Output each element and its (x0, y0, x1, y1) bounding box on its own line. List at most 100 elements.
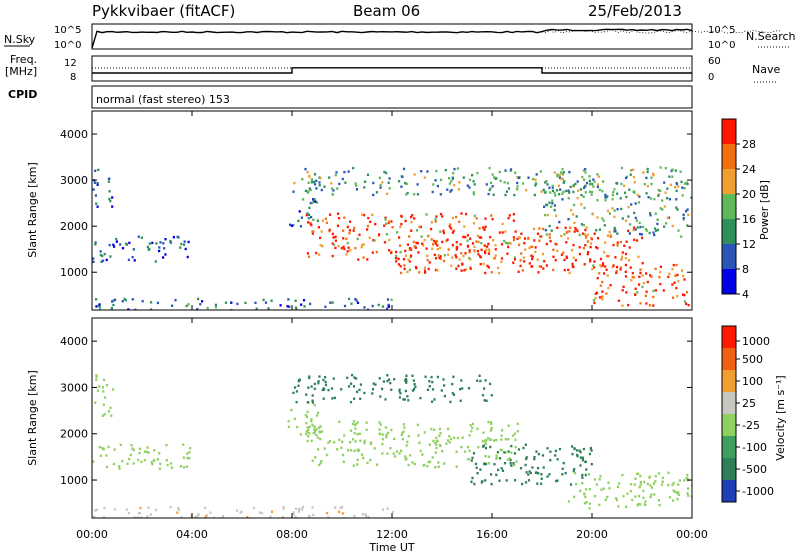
range-gate-cell (341, 453, 345, 457)
range-gate-cell (513, 452, 517, 455)
range-gate-cell (316, 411, 320, 414)
range-gate-cell (115, 237, 118, 241)
range-gate-cell (333, 396, 336, 400)
range-gate-cell (448, 177, 451, 180)
range-gate-cell (620, 258, 623, 261)
range-gate-cell (138, 447, 142, 451)
range-gate-cell (413, 193, 416, 196)
range-gate-cell (434, 451, 437, 454)
range-gate-cell (132, 448, 135, 452)
range-gate-cell (686, 224, 689, 227)
range-gate-cell (317, 226, 320, 229)
range-gate-cell (649, 495, 652, 499)
range-gate-cell (427, 234, 430, 237)
range-gate-cell (342, 237, 345, 240)
range-gate-cell (516, 185, 519, 188)
range-gate-cell (513, 193, 516, 197)
range-gate-cell (646, 482, 649, 486)
range-gate-cell (619, 197, 622, 200)
range-gate-cell (394, 455, 397, 458)
range-gate-cell (602, 487, 605, 490)
range-gate-cell (453, 167, 456, 171)
range-gate-cell (101, 254, 104, 258)
range-gate-cell (451, 243, 454, 247)
range-gate-cell (323, 185, 326, 188)
range-gate-cell (314, 430, 317, 433)
range-gate-cell (349, 220, 352, 223)
range-gate-cell (634, 202, 637, 205)
range-gate-cell (580, 223, 583, 226)
velocity-ylabel: Slant Range [km] (26, 370, 39, 466)
range-gate-cell (244, 301, 247, 305)
range-gate-cell (359, 383, 362, 386)
range-gate-cell (633, 211, 636, 215)
range-gate-cell (367, 216, 370, 220)
range-gate-cell (319, 462, 322, 465)
range-gate-cell (612, 191, 615, 194)
range-gate-cell (310, 419, 313, 423)
range-gate-cell (494, 248, 497, 251)
range-gate-cell (111, 300, 114, 303)
range-gate-cell (340, 388, 343, 391)
range-gate-cell (287, 298, 290, 301)
range-gate-cell (442, 231, 445, 235)
range-gate-cell (486, 245, 489, 248)
range-gate-cell (572, 469, 575, 473)
range-gate-cell (403, 398, 406, 401)
range-gate-cell (604, 265, 607, 268)
range-gate-cell (532, 177, 535, 181)
cpid-text: normal (fast stereo) 153 (96, 93, 230, 106)
range-gate-cell (391, 510, 395, 514)
range-gate-cell (204, 506, 207, 509)
range-gate-cell (599, 257, 603, 261)
range-gate-cell (571, 249, 574, 252)
range-gate-cell (128, 457, 131, 461)
range-gate-cell (639, 302, 642, 305)
range-gate-cell (681, 269, 684, 272)
range-gate-cell (552, 255, 555, 258)
range-gate-cell (131, 298, 134, 301)
range-gate-cell (377, 303, 380, 307)
range-gate-cell (665, 222, 668, 225)
range-gate-cell (572, 213, 575, 216)
range-gate-cell (353, 449, 356, 453)
range-gate-cell (530, 265, 533, 268)
range-gate-cell (512, 219, 515, 222)
range-gate-cell (451, 382, 454, 386)
range-gate-cell (403, 264, 406, 267)
range-gate-cell (459, 387, 462, 391)
range-gate-cell (464, 252, 467, 255)
range-gate-cell (523, 241, 526, 245)
range-gate-cell (588, 452, 591, 456)
range-gate-cell (549, 191, 552, 194)
range-gate-cell (396, 231, 399, 234)
range-gate-cell (543, 205, 546, 208)
range-gate-cell (589, 260, 592, 263)
range-gate-cell (671, 169, 674, 172)
range-gate-cell (616, 244, 619, 247)
range-gate-cell (506, 182, 509, 185)
range-gate-cell (590, 449, 593, 452)
range-gate-cell (578, 233, 581, 236)
range-gate-cell (395, 254, 398, 258)
range-gate-cell (310, 181, 313, 184)
range-gate-cell (281, 515, 284, 518)
range-gate-cell (516, 187, 519, 191)
range-gate-cell (652, 482, 656, 485)
range-gate-cell (353, 226, 356, 230)
range-gate-cell (419, 449, 422, 453)
range-gate-cell (310, 178, 313, 181)
range-gate-cell (548, 224, 551, 228)
range-gate-cell (531, 255, 534, 258)
range-gate-cell (361, 243, 364, 246)
range-gate-cell (466, 445, 469, 449)
range-gate-cell (411, 389, 414, 392)
time-axis: 00:00 04:00 08:00 12:00 16:00 20:00 00:00 (76, 111, 708, 541)
range-gate-cell (622, 495, 625, 498)
range-gate-cell (476, 234, 479, 238)
freq-label: Freq. (10, 53, 37, 66)
range-gate-cell (569, 185, 572, 189)
range-gate-cell (434, 179, 437, 182)
range-gate-cell (498, 271, 501, 275)
